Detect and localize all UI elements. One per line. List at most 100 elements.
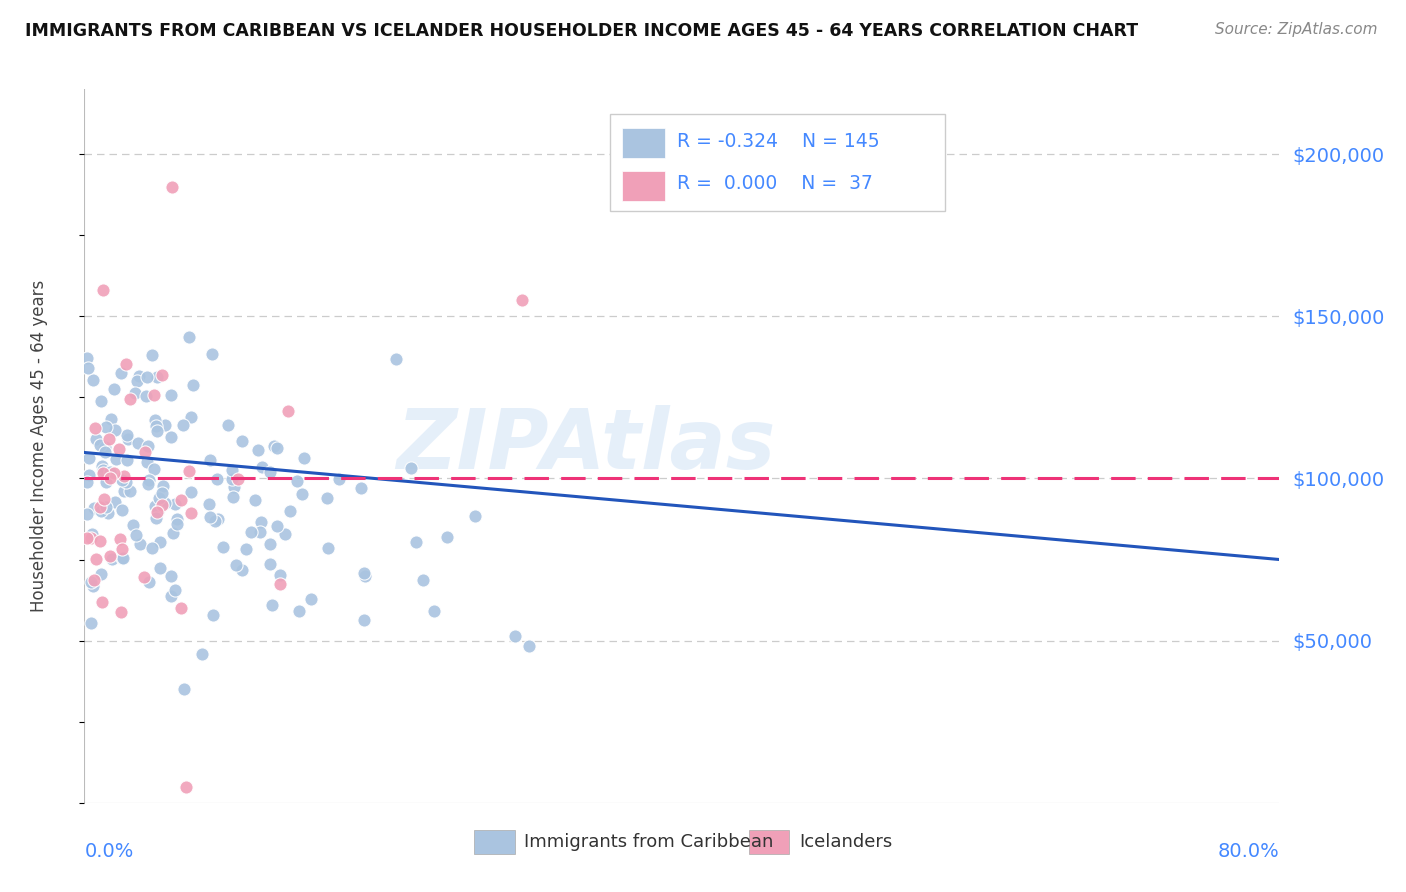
Point <box>221 472 243 486</box>
Point <box>166 516 188 531</box>
Point <box>98 549 121 564</box>
Point <box>152 479 174 493</box>
Point <box>103 382 125 396</box>
Point <box>240 524 263 539</box>
Point <box>104 495 127 509</box>
Point <box>148 491 170 505</box>
Point <box>231 562 253 576</box>
Point <box>228 472 250 486</box>
Point <box>83 573 105 587</box>
Point <box>94 420 117 434</box>
Point <box>77 467 100 482</box>
Point <box>115 475 138 489</box>
Point <box>464 508 486 523</box>
Point <box>117 452 139 467</box>
Point <box>146 505 169 519</box>
Point <box>76 507 98 521</box>
Point <box>90 393 112 408</box>
Text: Source: ZipAtlas.com: Source: ZipAtlas.com <box>1215 22 1378 37</box>
Point <box>90 458 112 473</box>
Point <box>122 517 145 532</box>
Point <box>177 329 200 343</box>
Point <box>285 474 308 488</box>
Point <box>180 409 202 424</box>
Point <box>250 515 273 529</box>
Point <box>90 594 112 608</box>
Point <box>198 497 221 511</box>
Point <box>183 378 205 392</box>
FancyBboxPatch shape <box>749 830 790 855</box>
Point <box>111 474 134 488</box>
Point <box>160 179 183 194</box>
Point <box>83 501 105 516</box>
Point <box>94 445 117 459</box>
FancyBboxPatch shape <box>623 128 665 159</box>
Point <box>115 357 138 371</box>
Point <box>93 491 115 506</box>
Point <box>221 490 243 504</box>
Point <box>299 592 322 607</box>
Point <box>120 483 142 498</box>
Point <box>134 445 156 459</box>
Point <box>76 351 98 366</box>
Point <box>173 682 195 697</box>
Point <box>353 566 375 580</box>
Point <box>110 542 132 557</box>
Point <box>166 512 188 526</box>
Point <box>162 526 184 541</box>
Point <box>97 433 120 447</box>
Point <box>318 541 340 555</box>
Point <box>224 480 246 494</box>
Point <box>141 541 163 555</box>
Text: 80.0%: 80.0% <box>1218 842 1279 861</box>
Point <box>143 413 166 427</box>
Point <box>80 615 103 630</box>
Point <box>198 453 221 467</box>
Point <box>94 500 117 514</box>
Point <box>76 475 98 489</box>
Text: Immigrants from Caribbean: Immigrants from Caribbean <box>524 833 773 851</box>
Point <box>399 461 422 475</box>
Point <box>225 558 247 572</box>
Point <box>172 418 194 433</box>
Point <box>190 647 212 661</box>
Point <box>84 432 107 446</box>
Point <box>143 500 166 514</box>
Point <box>217 418 239 433</box>
Point <box>145 511 167 525</box>
Point <box>205 472 228 486</box>
Point <box>201 347 224 361</box>
Text: R =  0.000    N =  37: R = 0.000 N = 37 <box>678 174 873 193</box>
Point <box>263 439 285 453</box>
Point <box>176 780 198 794</box>
Point <box>291 486 314 500</box>
Point <box>169 601 191 615</box>
Point <box>89 438 111 452</box>
Point <box>503 629 526 643</box>
Point <box>84 552 107 566</box>
Point <box>180 506 202 520</box>
Point <box>135 388 157 402</box>
Text: Householder Income Ages 45 - 64 years: Householder Income Ages 45 - 64 years <box>30 280 48 612</box>
Point <box>259 558 281 572</box>
Point <box>128 369 150 384</box>
Point <box>136 476 159 491</box>
Point <box>288 604 311 618</box>
Point <box>90 566 112 581</box>
Point <box>100 471 122 485</box>
Point <box>98 465 121 479</box>
Point <box>349 482 371 496</box>
Point <box>82 579 104 593</box>
Point <box>110 532 132 546</box>
Point <box>274 526 297 541</box>
Point <box>110 366 132 380</box>
Point <box>91 466 114 480</box>
Point <box>266 519 288 533</box>
Point <box>111 550 134 565</box>
Point <box>259 465 281 479</box>
Point <box>221 463 243 477</box>
Point <box>143 388 166 402</box>
Point <box>153 496 176 510</box>
FancyBboxPatch shape <box>474 830 515 855</box>
Text: R = -0.324    N = 145: R = -0.324 N = 145 <box>678 132 880 151</box>
